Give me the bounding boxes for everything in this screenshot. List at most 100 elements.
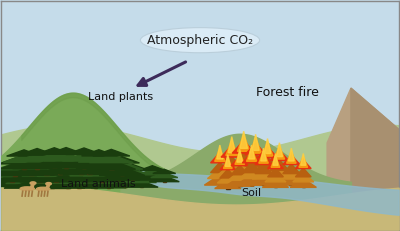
Polygon shape	[253, 175, 258, 181]
Polygon shape	[218, 181, 222, 185]
Polygon shape	[262, 179, 288, 187]
Polygon shape	[258, 157, 278, 168]
Polygon shape	[302, 184, 305, 187]
Polygon shape	[301, 153, 306, 165]
Polygon shape	[128, 173, 154, 178]
Polygon shape	[30, 158, 78, 167]
Polygon shape	[38, 170, 74, 176]
Polygon shape	[46, 185, 50, 188]
Polygon shape	[232, 140, 255, 153]
Text: Atmospheric CO₂: Atmospheric CO₂	[147, 34, 253, 47]
Polygon shape	[67, 175, 70, 180]
Polygon shape	[273, 153, 278, 165]
Polygon shape	[276, 143, 282, 157]
Polygon shape	[242, 152, 261, 163]
Polygon shape	[97, 163, 101, 168]
Polygon shape	[107, 169, 111, 174]
Polygon shape	[246, 148, 257, 161]
Polygon shape	[299, 156, 308, 167]
Polygon shape	[7, 150, 42, 156]
Polygon shape	[62, 161, 100, 168]
Polygon shape	[44, 170, 49, 175]
Polygon shape	[351, 88, 399, 230]
Polygon shape	[274, 184, 277, 187]
Polygon shape	[274, 146, 285, 159]
Polygon shape	[83, 169, 121, 176]
Polygon shape	[38, 173, 66, 178]
Polygon shape	[54, 164, 84, 170]
Polygon shape	[235, 152, 244, 164]
Polygon shape	[231, 156, 248, 166]
Text: Forest fire: Forest fire	[256, 86, 319, 99]
Polygon shape	[33, 153, 76, 161]
Polygon shape	[11, 161, 52, 169]
Polygon shape	[252, 170, 275, 179]
Polygon shape	[55, 174, 81, 179]
Polygon shape	[87, 160, 136, 169]
Polygon shape	[27, 175, 31, 180]
Polygon shape	[0, 175, 21, 181]
Polygon shape	[0, 163, 35, 170]
Polygon shape	[270, 150, 289, 161]
Polygon shape	[99, 167, 145, 176]
Polygon shape	[249, 176, 278, 185]
Polygon shape	[136, 173, 169, 179]
Polygon shape	[103, 163, 135, 169]
Polygon shape	[208, 168, 232, 179]
Polygon shape	[41, 165, 72, 171]
Polygon shape	[116, 169, 150, 175]
Polygon shape	[98, 172, 140, 180]
Polygon shape	[232, 152, 255, 165]
Ellipse shape	[46, 182, 51, 185]
Polygon shape	[228, 171, 251, 180]
Polygon shape	[52, 161, 56, 167]
Polygon shape	[110, 176, 141, 182]
Polygon shape	[6, 178, 36, 183]
Ellipse shape	[140, 28, 260, 53]
Polygon shape	[245, 154, 266, 166]
Polygon shape	[0, 158, 32, 164]
Polygon shape	[241, 161, 270, 173]
Polygon shape	[77, 183, 80, 188]
Polygon shape	[226, 140, 238, 155]
Polygon shape	[22, 170, 59, 176]
Polygon shape	[50, 173, 88, 180]
Polygon shape	[0, 175, 31, 182]
Polygon shape	[231, 165, 248, 175]
Polygon shape	[268, 168, 283, 177]
Polygon shape	[137, 169, 168, 175]
Polygon shape	[60, 158, 108, 168]
Polygon shape	[79, 169, 83, 174]
Polygon shape	[91, 181, 126, 188]
Polygon shape	[118, 164, 147, 170]
Polygon shape	[270, 160, 289, 170]
Polygon shape	[228, 160, 259, 173]
Polygon shape	[72, 155, 107, 162]
Polygon shape	[93, 149, 130, 156]
Polygon shape	[14, 163, 45, 169]
Polygon shape	[67, 165, 112, 174]
Polygon shape	[105, 157, 140, 163]
Polygon shape	[228, 137, 235, 153]
Polygon shape	[86, 176, 90, 181]
Polygon shape	[79, 177, 112, 183]
Polygon shape	[237, 135, 250, 151]
Polygon shape	[58, 169, 62, 174]
Polygon shape	[86, 164, 118, 170]
Polygon shape	[120, 170, 124, 176]
Polygon shape	[268, 160, 283, 169]
Polygon shape	[100, 176, 104, 182]
Polygon shape	[62, 177, 95, 183]
Polygon shape	[293, 173, 314, 182]
Polygon shape	[65, 173, 92, 178]
Polygon shape	[296, 168, 311, 177]
Text: Soil: Soil	[242, 188, 262, 198]
Polygon shape	[31, 182, 34, 187]
Polygon shape	[3, 155, 45, 162]
Polygon shape	[70, 169, 106, 176]
Polygon shape	[51, 182, 85, 188]
Polygon shape	[239, 168, 264, 179]
Polygon shape	[262, 142, 273, 156]
Polygon shape	[221, 145, 242, 157]
Polygon shape	[238, 182, 242, 186]
